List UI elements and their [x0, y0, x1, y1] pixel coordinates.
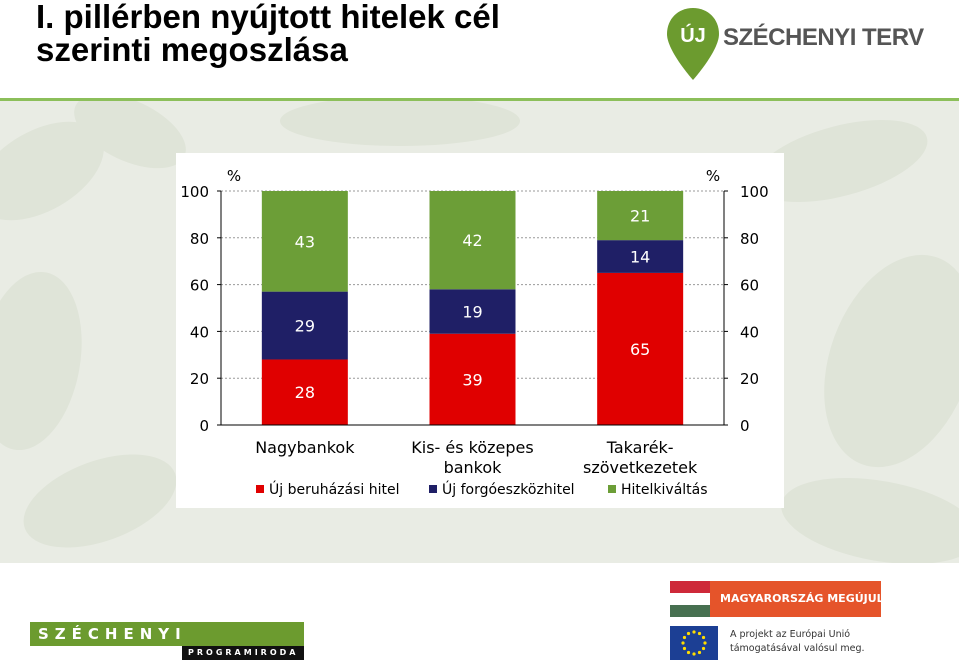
eu-star [692, 652, 696, 656]
data-label: 43 [295, 232, 315, 251]
data-label: 21 [630, 207, 650, 226]
bars [261, 191, 684, 425]
y-unit-left: % [227, 167, 241, 185]
page-title: I. pillérben nyújtott hitelek cél szerin… [36, 0, 500, 66]
legend: Új beruházási hitel Új forgóeszközhitel Hi… [256, 480, 708, 498]
eu-star [682, 646, 687, 651]
eu-star [697, 631, 702, 636]
category-label: bankok [444, 458, 503, 477]
legend-label: Új forgóeszközhitel [442, 480, 575, 498]
bar-segment [261, 359, 348, 425]
title-line-2: szerinti megoszlása [36, 31, 348, 68]
bar-segment [261, 291, 348, 360]
axes: 0 0 20 20 40 40 60 60 80 80 100 100% % Nagybankok Kis-… [180, 167, 768, 477]
bar-segment [429, 191, 516, 290]
category-label: szövetkezetek [583, 458, 698, 477]
data-label: 14 [630, 248, 650, 267]
eu-star [701, 646, 706, 651]
bar-segment [597, 240, 684, 273]
szechenyi-logo-text: SZÉCHENYI [30, 622, 305, 646]
brand-text: SZÉCHENYI TERV [723, 24, 924, 51]
data-label: 19 [462, 303, 482, 322]
eu-flag-icon [670, 626, 718, 660]
uj-szechenyi-terv-logo: ÚJ SZÉCHENYI TERV [665, 6, 925, 86]
eu-text-line-1: A projekt az Európai Unió [730, 629, 851, 640]
bar-segment [429, 289, 516, 334]
y-tick-label-left: 20 [190, 370, 209, 388]
y-tick-label-left: 0 [199, 417, 209, 435]
category-label: Kis- és közepes [411, 438, 533, 457]
y-tick-label-left: 100 [180, 183, 209, 201]
data-label: 39 [462, 370, 482, 389]
legend-label: Új beruházási hitel [269, 480, 399, 498]
data-labels: 28 29 43 39 19 42 65 14 21 [295, 207, 651, 403]
eu-star [681, 641, 685, 645]
legend-swatch [429, 485, 437, 493]
legend-swatch [256, 485, 264, 493]
eu-star [692, 630, 696, 634]
title-line-1: I. pillérben nyújtott hitelek cél [36, 0, 500, 35]
y-tick-label-right: 0 [740, 417, 750, 435]
y-tick-label-right: 40 [740, 323, 759, 341]
szechenyi-programiroda-logo: SZÉCHENYI PROGRAMIRODA [30, 622, 305, 660]
eu-star [686, 650, 691, 655]
data-label: 28 [295, 383, 315, 402]
chart-panel: 28 29 43 39 19 42 65 14 21 0 0 20 20 40 40 60 60 80 80 100… [176, 153, 784, 508]
eu-star [703, 641, 707, 645]
leaf-pattern [0, 101, 959, 563]
programiroda-logo-text: PROGRAMIRODA [182, 646, 305, 660]
bar-segment [597, 191, 684, 241]
hungarian-flag-icon [670, 581, 710, 617]
eu-star [701, 635, 706, 640]
y-tick-label-left: 60 [190, 277, 209, 295]
location-pin-icon: ÚJ [667, 8, 719, 80]
y-tick-label-right: 60 [740, 277, 759, 295]
y-tick-label-left: 80 [190, 230, 209, 248]
eu-star [686, 631, 691, 636]
bar-segment [429, 333, 516, 425]
category-label: Takarék- [606, 438, 674, 457]
eu-text-line-2: támogatásával valósul meg. [730, 643, 865, 654]
y-tick-label-right: 100 [740, 183, 769, 201]
data-label: 65 [630, 340, 650, 359]
header-divider [0, 98, 959, 101]
stacked-bar-chart: 28 29 43 39 19 42 65 14 21 0 0 20 20 40 40 60 60 80 80 100… [180, 167, 768, 498]
eu-support-text: A projekt az Európai Unió támogatásával … [730, 628, 865, 656]
eu-star [682, 635, 687, 640]
magyarorszag-megujul-banner: MAGYARORSZÁG MEGÚJUL [710, 581, 884, 617]
legend-swatch [608, 485, 616, 493]
bar-segment [597, 272, 684, 425]
y-tick-label-left: 40 [190, 323, 209, 341]
y-tick-label-right: 20 [740, 370, 759, 388]
pin-text: ÚJ [680, 23, 706, 47]
category-label: Nagybankok [255, 438, 355, 457]
y-unit-right: % [706, 167, 720, 185]
y-tick-label-right: 80 [740, 230, 759, 248]
bar-segment [261, 191, 348, 292]
legend-label: Hitelkiváltás [621, 482, 708, 498]
data-label: 42 [462, 231, 482, 250]
eu-star [697, 650, 702, 655]
data-label: 29 [295, 317, 315, 336]
